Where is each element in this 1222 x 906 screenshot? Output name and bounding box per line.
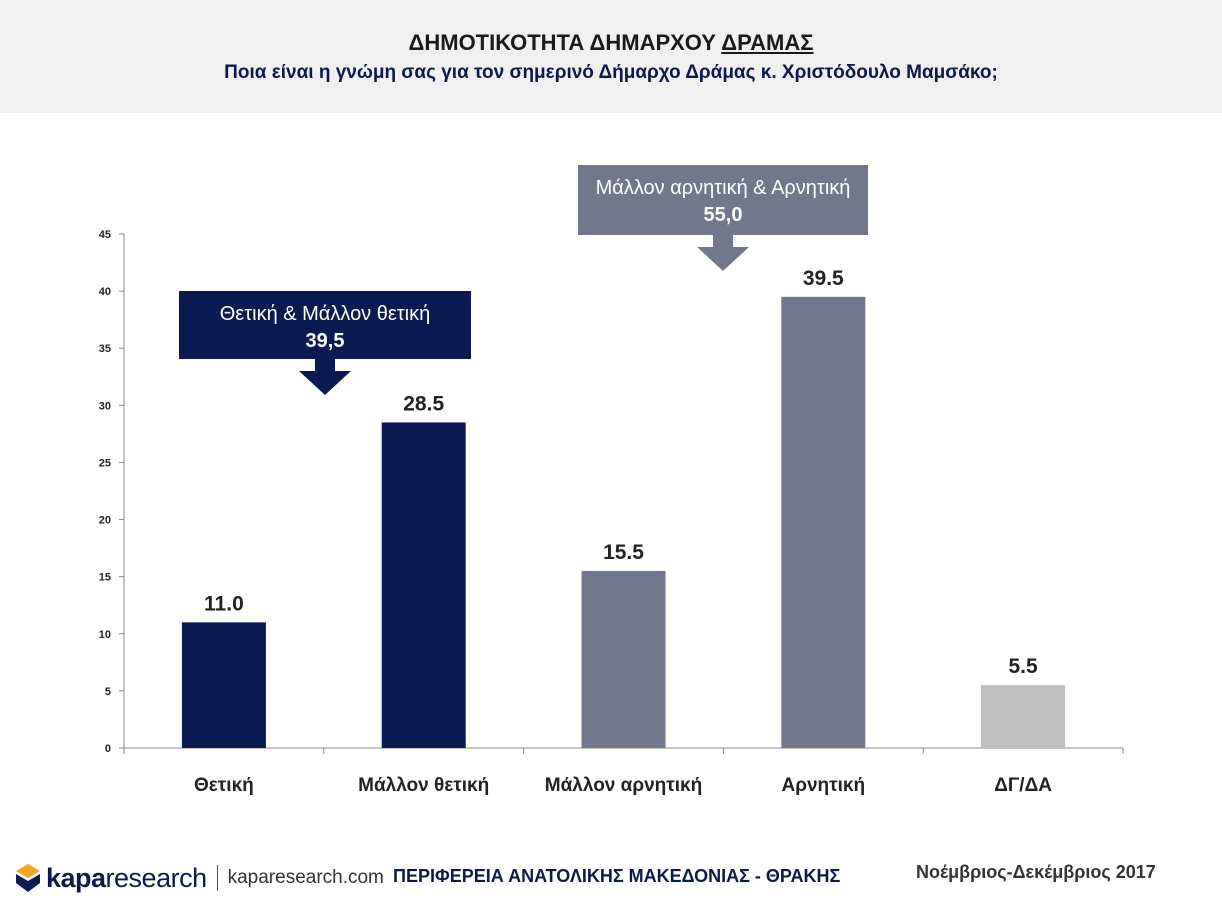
y-tick-label: 5	[105, 686, 111, 698]
title-underlined: ΔΡΑΜΑΣ	[721, 30, 814, 55]
bar-value-label: 11.0	[204, 592, 244, 615]
kapa-research-logo: kapa research kaparesearch.com	[14, 858, 384, 898]
category-label: Μάλλον αρνητική	[545, 775, 702, 796]
bar-value-label: 5.5	[1008, 655, 1038, 678]
y-tick-label: 40	[99, 286, 111, 298]
category-label: Μάλλον θετική	[358, 775, 489, 796]
y-tick-label: 20	[99, 515, 111, 527]
category-label: Θετική	[194, 775, 254, 796]
callout-arrow-icon	[697, 235, 749, 271]
bar-2	[381, 422, 466, 748]
category-label: ΔΓ/ΔΑ	[994, 775, 1052, 796]
y-tick-label: 25	[99, 457, 111, 469]
chart-title: ΔΗΜΟΤΙΚΟΤΗΤΑ ΔΗΜΑΡΧΟΥ ΔΡΑΜΑΣ	[0, 30, 1222, 56]
logo-research-text: research	[105, 862, 208, 893]
bar-5	[981, 685, 1066, 748]
callout-box	[578, 165, 868, 235]
logo-separator	[216, 865, 218, 891]
bar-value-label: 39.5	[803, 267, 844, 290]
bar-value-label: 28.5	[403, 392, 444, 415]
callout-arrow-icon	[299, 359, 351, 395]
y-tick-label: 45	[99, 229, 111, 241]
bar-value-label: 15.5	[603, 541, 644, 564]
bar-1	[181, 622, 266, 748]
y-tick-label: 0	[105, 743, 111, 755]
bar-4	[781, 296, 866, 748]
category-label: Αρνητική	[781, 775, 865, 796]
callout-box	[179, 291, 471, 359]
y-tick-label: 10	[99, 629, 111, 641]
footer-url: kaparesearch.com	[227, 867, 384, 888]
footer-date: Νοέμβριος-Δεκέμβριος 2017	[916, 862, 1156, 882]
title-main: ΔΗΜΟΤΙΚΟΤΗΤΑ ΔΗΜΑΡΧΟΥ	[408, 30, 716, 55]
logo-mark-icon	[16, 864, 40, 892]
callout-value: 39,5	[306, 330, 345, 352]
callout-label: Μάλλον αρνητική & Αρνητική	[596, 177, 851, 199]
callout-value: 55,0	[704, 204, 743, 226]
logo-kapa-text: kapa	[46, 862, 106, 893]
y-tick-label: 35	[99, 343, 111, 355]
y-tick-label: 15	[99, 572, 111, 584]
y-tick-label: 30	[99, 400, 111, 412]
bar-3	[581, 570, 666, 748]
chart-subtitle: Ποια είναι η γνώμη σας για τον σημερινό …	[224, 62, 998, 83]
footer-region: ΠΕΡΙΦΕΡΕΙΑ ΑΝΑΤΟΛΙΚΗΣ ΜΑΚΕΔΟΝΙΑΣ - ΘΡΑΚΗ…	[393, 866, 841, 886]
header-band: ΔΗΜΟΤΙΚΟΤΗΤΑ ΔΗΜΑΡΧΟΥ ΔΡΑΜΑΣ Ποια είναι …	[0, 0, 1222, 113]
callout-label: Θετική & Μάλλον θετική	[220, 303, 431, 325]
